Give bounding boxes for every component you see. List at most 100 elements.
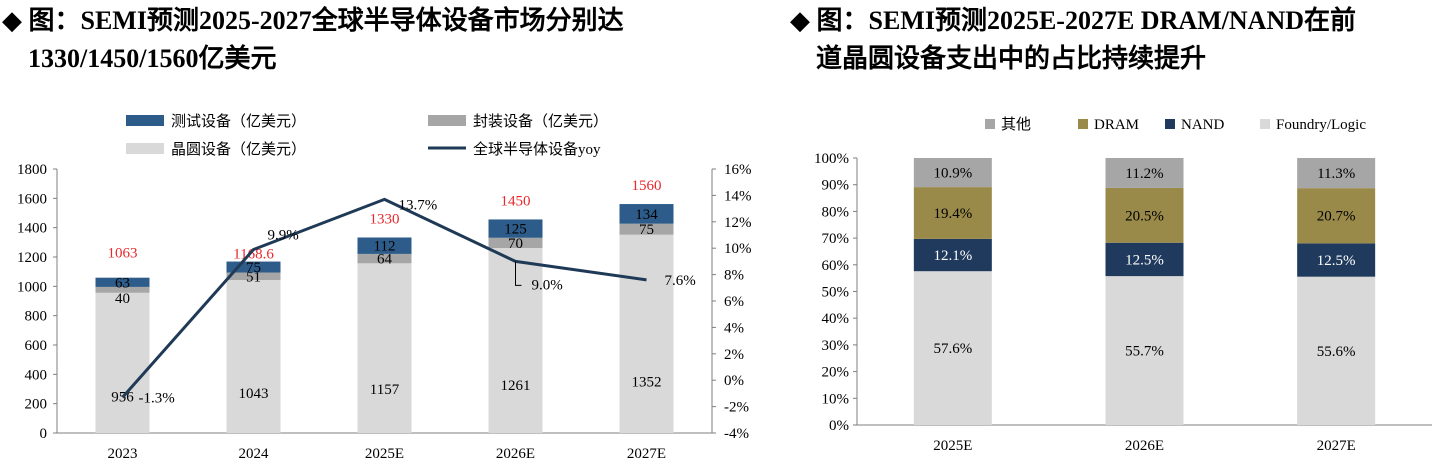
bar-total-label: 1560 <box>632 178 662 194</box>
legend-label: 测试设备（亿美元） <box>171 113 306 130</box>
legend-label: 晶圆设备（亿美元） <box>171 141 306 158</box>
y-tick-label: 40% <box>822 311 850 327</box>
bar-segment <box>488 219 543 238</box>
y2-tick-label: 8% <box>724 268 744 284</box>
bar-segment <box>226 280 281 433</box>
bar-segment <box>357 263 412 433</box>
legend-swatch <box>428 115 466 126</box>
bar-value-label: 55.7% <box>1125 344 1164 360</box>
y2-tick-label: 12% <box>724 215 752 231</box>
bar-segment <box>1297 158 1376 189</box>
x-tick-label: 2023 <box>108 446 138 462</box>
bar-value-label: 1157 <box>370 382 400 398</box>
bar-value-label: 134 <box>635 207 658 223</box>
y-tick-label: 80% <box>822 204 850 220</box>
y-tick-label: 1600 <box>17 191 47 207</box>
y-tick-label: 200 <box>25 397 48 413</box>
bar-value-label: 12.5% <box>1317 253 1356 269</box>
semi-equipment-market-chart: 0 200 400 600 800 1000 1200 1400 1600 1800 -4% -2% 0… <box>17 113 752 462</box>
bar-segment <box>1105 187 1184 243</box>
bar-segment <box>913 158 992 188</box>
y2-tick-label: 16% <box>724 162 752 178</box>
right-chart-title: ◆ 图：SEMI预测2025E-2027E DRAM/NAND在前 道晶圆设备支… <box>790 2 1430 78</box>
y-tick-label: 60% <box>822 258 850 274</box>
bar-value-label: 1043 <box>239 386 269 402</box>
x-tick-label: 2025E <box>365 446 404 462</box>
y-tick-label: 90% <box>822 178 850 194</box>
y2-tick-label: 2% <box>724 347 744 363</box>
y-tick-label: 1800 <box>17 162 47 178</box>
bar-value-label: 75 <box>246 260 261 276</box>
bar-value-label: 70 <box>508 236 523 252</box>
right-title-line2: 道晶圆设备支出中的占比持续提升 <box>816 44 1207 73</box>
x-tick-label: 2024 <box>239 446 270 462</box>
bar-value-label: 75 <box>639 222 654 238</box>
legend-label: NAND <box>1181 117 1224 133</box>
y2-tick-label: 10% <box>724 241 752 257</box>
legend-swatch <box>1165 119 1175 129</box>
bar-value-label: 1352 <box>632 374 662 390</box>
y2-tick-label: -2% <box>724 400 749 416</box>
yoy-value-label: 7.6% <box>665 273 696 289</box>
y-tick-label: 0% <box>829 418 849 434</box>
y-tick-label: 1200 <box>17 250 47 266</box>
bar-value-label: 51 <box>246 269 261 285</box>
legend-swatch <box>1078 119 1088 129</box>
bar-value-label: 57.6% <box>933 341 972 357</box>
yoy-value-label: 9.9% <box>268 228 299 244</box>
y-tick-label: 1400 <box>17 221 47 237</box>
y-tick-label: 10% <box>822 391 850 407</box>
bar-value-label: 11.3% <box>1317 166 1355 182</box>
bar-total-label: 1168.6 <box>233 247 274 263</box>
y-tick-label: 1000 <box>17 279 47 295</box>
bar-segment <box>913 271 992 425</box>
yoy-line <box>121 197 647 399</box>
bar-value-label: 19.4% <box>933 206 972 222</box>
y-tick-label: 400 <box>25 367 48 383</box>
legend-swatch <box>126 143 164 154</box>
bar-segment <box>619 204 674 224</box>
x-tick-label: 2027E <box>627 446 666 462</box>
bar-value-label: 55.6% <box>1317 344 1356 360</box>
bar-value-label: 20.7% <box>1317 209 1356 225</box>
yoy-value-label: 13.7% <box>399 197 438 213</box>
bar-value-label: 1261 <box>501 378 531 394</box>
right-title-line1: ◆ 图：SEMI预测2025E-2027E DRAM/NAND在前 <box>790 6 1356 35</box>
legend-label: 封装设备（亿美元） <box>473 113 608 130</box>
bar-segment <box>357 237 412 254</box>
yoy-value-label: -1.3% <box>139 390 175 406</box>
legend-swatch <box>1260 119 1270 129</box>
x-tick-label: 2025E <box>933 438 972 454</box>
y2-tick-label: 6% <box>724 294 744 310</box>
legend-swatch <box>985 119 995 129</box>
y-tick-label: 70% <box>822 231 850 247</box>
bar-segment <box>95 292 150 433</box>
left-title-line1: ◆ 图：SEMI预测2025-2027全球半导体设备市场分别达 <box>2 6 624 35</box>
bar-segment <box>913 187 992 239</box>
bar-total-label: 1330 <box>370 211 400 227</box>
bar-segment <box>488 237 543 249</box>
y-tick-label: 20% <box>822 365 850 381</box>
bar-value-label: 11.2% <box>1125 166 1163 182</box>
legend-label: 全球半导体设备yoy <box>473 140 601 158</box>
bar-segment <box>95 277 150 287</box>
legend-swatch <box>126 115 164 126</box>
bar-segment <box>226 272 281 281</box>
bar-value-label: 63 <box>115 276 130 292</box>
x-tick-label: 2027E <box>1317 438 1356 454</box>
left-title-line2: 1330/1450/1560亿美元 <box>28 44 277 73</box>
bar-segment <box>357 253 412 264</box>
y-tick-label: 600 <box>25 338 48 354</box>
yoy-value-label: 9.0% <box>532 277 563 293</box>
y2-tick-label: -4% <box>724 426 749 442</box>
y2-tick-label: 4% <box>724 320 744 336</box>
dram-nand-share-chart: 0% 10% 20% 30% 40% 50% 60% 70% 80% 90% 100% 2025E 20… <box>814 116 1432 454</box>
y2-tick-label: 0% <box>724 373 744 389</box>
y-tick-label: 0 <box>40 426 48 442</box>
bar-segment <box>1105 242 1184 277</box>
legend-label: Foundry/Logic <box>1276 117 1366 133</box>
y-tick-label: 100% <box>814 151 849 167</box>
bar-segment <box>226 261 281 273</box>
bar-total-label: 1063 <box>108 246 138 262</box>
bar-segment <box>913 238 992 272</box>
